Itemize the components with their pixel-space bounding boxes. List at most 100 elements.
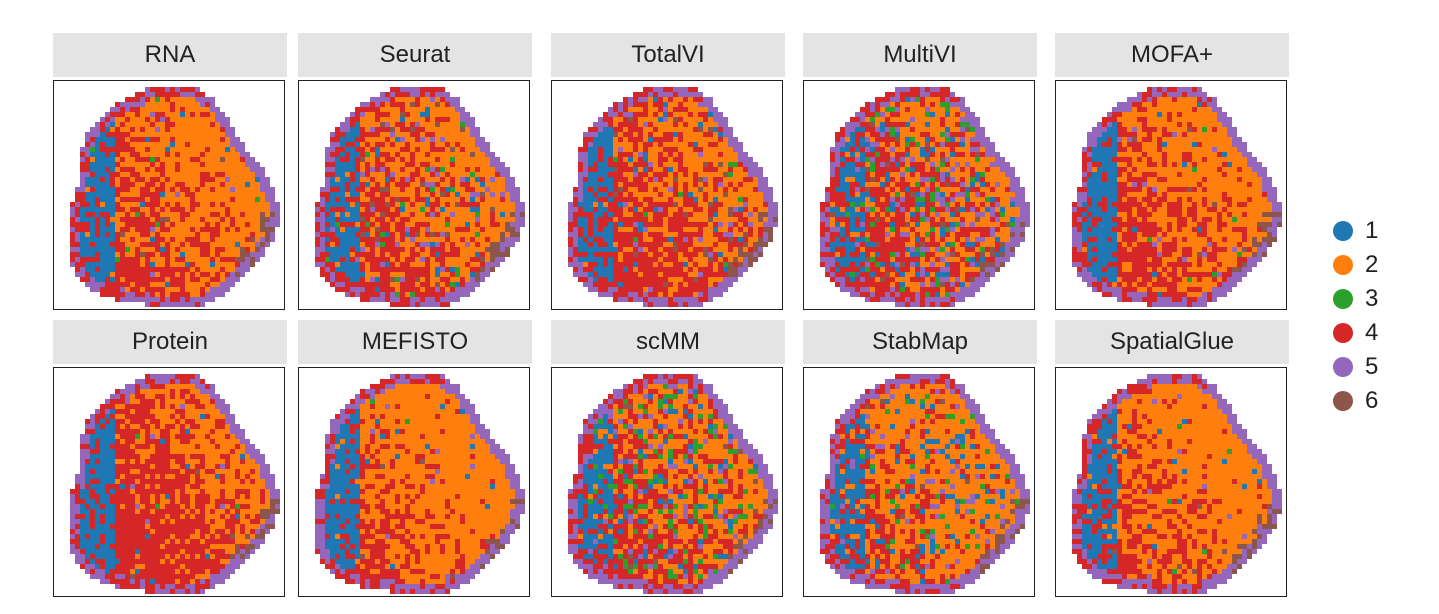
spot-cluster-4 bbox=[385, 92, 390, 97]
spot-cluster-4 bbox=[135, 197, 140, 202]
spot-cluster-4 bbox=[915, 187, 920, 192]
spot-cluster-1 bbox=[653, 97, 658, 102]
spot-cluster-4 bbox=[648, 277, 653, 282]
spot-cluster-2 bbox=[713, 237, 718, 242]
spot-cluster-4 bbox=[573, 252, 578, 257]
spot-cluster-5 bbox=[900, 157, 905, 162]
spot-cluster-4 bbox=[170, 277, 175, 282]
spot-cluster-4 bbox=[140, 222, 145, 227]
spot-cluster-1 bbox=[355, 217, 360, 222]
spot-cluster-1 bbox=[90, 222, 95, 227]
spot-cluster-4 bbox=[663, 202, 668, 207]
spot-cluster-2 bbox=[195, 177, 200, 182]
spot-cluster-2 bbox=[185, 112, 190, 117]
spot-cluster-4 bbox=[410, 287, 415, 292]
spot-cluster-4 bbox=[425, 132, 430, 137]
spot-cluster-5 bbox=[315, 217, 320, 222]
spot-cluster-2 bbox=[900, 137, 905, 142]
spot-cluster-2 bbox=[385, 197, 390, 202]
spot-cluster-1 bbox=[90, 207, 95, 212]
spot-cluster-4 bbox=[75, 192, 80, 197]
spot-cluster-2 bbox=[455, 237, 460, 242]
spot-cluster-5 bbox=[230, 142, 235, 147]
spot-cluster-5 bbox=[505, 187, 510, 192]
spot-cluster-2 bbox=[410, 117, 415, 122]
spot-cluster-4 bbox=[355, 112, 360, 117]
spot-cluster-4 bbox=[415, 272, 420, 277]
spot-cluster-4 bbox=[573, 187, 578, 192]
spot-cluster-2 bbox=[638, 197, 643, 202]
spot-cluster-4 bbox=[658, 152, 663, 157]
spot-cluster-4 bbox=[400, 222, 405, 227]
spot-cluster-5 bbox=[240, 262, 245, 267]
spot-cluster-4 bbox=[598, 152, 603, 157]
spot-cluster-1 bbox=[100, 237, 105, 242]
spot-cluster-2 bbox=[195, 142, 200, 147]
spot-cluster-4 bbox=[325, 232, 330, 237]
spot-cluster-4 bbox=[653, 202, 658, 207]
spot-cluster-4 bbox=[130, 182, 135, 187]
spot-cluster-2 bbox=[435, 192, 440, 197]
spot-cluster-4 bbox=[628, 122, 633, 127]
spot-cluster-2 bbox=[703, 147, 708, 152]
spot-cluster-2 bbox=[120, 192, 125, 197]
spot-cluster-4 bbox=[613, 292, 618, 297]
spot-cluster-1 bbox=[85, 237, 90, 242]
spot-cluster-1 bbox=[95, 272, 100, 277]
spot-cluster-4 bbox=[445, 217, 450, 222]
spot-cluster-2 bbox=[693, 122, 698, 127]
spot-cluster-4 bbox=[415, 132, 420, 137]
spot-cluster-2 bbox=[410, 137, 415, 142]
spot-cluster-2 bbox=[683, 207, 688, 212]
spot-cluster-2 bbox=[653, 192, 658, 197]
spot-cluster-2 bbox=[365, 117, 370, 122]
spot-cluster-4 bbox=[653, 267, 658, 272]
spot-cluster-1 bbox=[683, 262, 688, 267]
spot-cluster-5 bbox=[130, 102, 135, 107]
spot-cluster-2 bbox=[480, 222, 485, 227]
spot-cluster-4 bbox=[915, 167, 920, 172]
spot-cluster-5 bbox=[895, 107, 900, 112]
spot-cluster-1 bbox=[850, 197, 855, 202]
spot-cluster-5 bbox=[618, 297, 623, 302]
spot-cluster-2 bbox=[703, 257, 708, 262]
spot-cluster-2 bbox=[405, 157, 410, 162]
spot-cluster-4 bbox=[568, 257, 573, 262]
spot-cluster-2 bbox=[688, 182, 693, 187]
spot-cluster-4 bbox=[658, 192, 663, 197]
spot-cluster-4 bbox=[638, 212, 643, 217]
spot-cluster-1 bbox=[840, 172, 845, 177]
spot-cluster-2 bbox=[723, 252, 728, 257]
spot-cluster-5 bbox=[663, 107, 668, 112]
spot-cluster-2 bbox=[708, 122, 713, 127]
spot-cluster-4 bbox=[145, 252, 150, 257]
spot-cluster-4 bbox=[360, 152, 365, 157]
spot-cluster-4 bbox=[325, 222, 330, 227]
spot-cluster-2 bbox=[160, 122, 165, 127]
spot-cluster-2 bbox=[420, 142, 425, 147]
spot-cluster-5 bbox=[578, 262, 583, 267]
spot-cluster-2 bbox=[698, 257, 703, 262]
spot-cluster-4 bbox=[658, 287, 663, 292]
spot-cluster-5 bbox=[1010, 187, 1015, 192]
spot-cluster-2 bbox=[713, 122, 718, 127]
spot-cluster-4 bbox=[613, 202, 618, 207]
spot-cluster-1 bbox=[643, 157, 648, 162]
spot-cluster-5 bbox=[470, 277, 475, 282]
spot-cluster-2 bbox=[743, 227, 748, 232]
spot-cluster-1 bbox=[713, 227, 718, 232]
spot-cluster-2 bbox=[460, 272, 465, 277]
spot-cluster-4 bbox=[668, 227, 673, 232]
spot-cluster-4 bbox=[638, 187, 643, 192]
spot-cluster-4 bbox=[648, 247, 653, 252]
spot-cluster-1 bbox=[95, 277, 100, 282]
spot-cluster-2 bbox=[190, 97, 195, 102]
spot-cluster-2 bbox=[165, 112, 170, 117]
spot-cluster-6 bbox=[945, 182, 950, 187]
spot-cluster-4 bbox=[75, 252, 80, 257]
spot-cluster-2 bbox=[678, 252, 683, 257]
spot-cluster-2 bbox=[490, 187, 495, 192]
spot-cluster-4 bbox=[335, 242, 340, 247]
spot-cluster-5 bbox=[400, 87, 405, 92]
spot-cluster-4 bbox=[638, 292, 643, 297]
